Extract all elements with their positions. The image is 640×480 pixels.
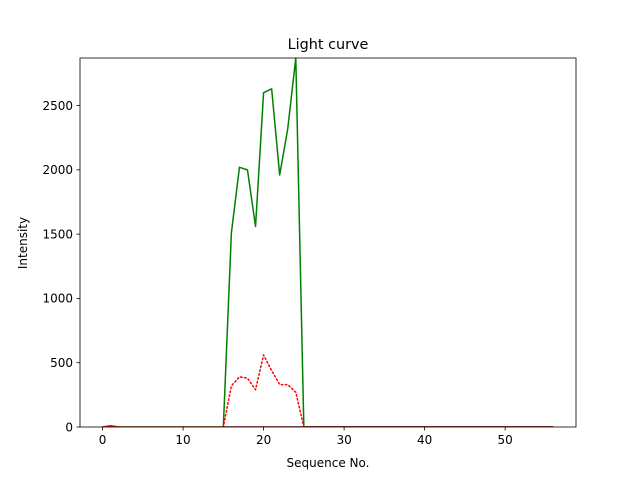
x-tick-label: 40: [417, 433, 432, 447]
y-tick-label: 500: [50, 356, 73, 370]
y-tick-label: 1500: [42, 227, 73, 241]
x-tick-label: 30: [336, 433, 351, 447]
x-tick-label: 50: [498, 433, 513, 447]
x-tick-label: 10: [175, 433, 190, 447]
y-tick-label: 2000: [42, 163, 73, 177]
x-tick-label: 20: [256, 433, 271, 447]
y-tick-label: 2500: [42, 99, 73, 113]
axes-frame: [79, 57, 577, 428]
y-axis-label: Intensity: [16, 217, 30, 269]
y-tick-label: 0: [65, 420, 73, 434]
x-tick-label: 0: [99, 433, 107, 447]
y-tick-label: 1000: [42, 292, 73, 306]
x-axis-label: Sequence No.: [287, 456, 370, 470]
chart-title: Light curve: [288, 37, 369, 53]
